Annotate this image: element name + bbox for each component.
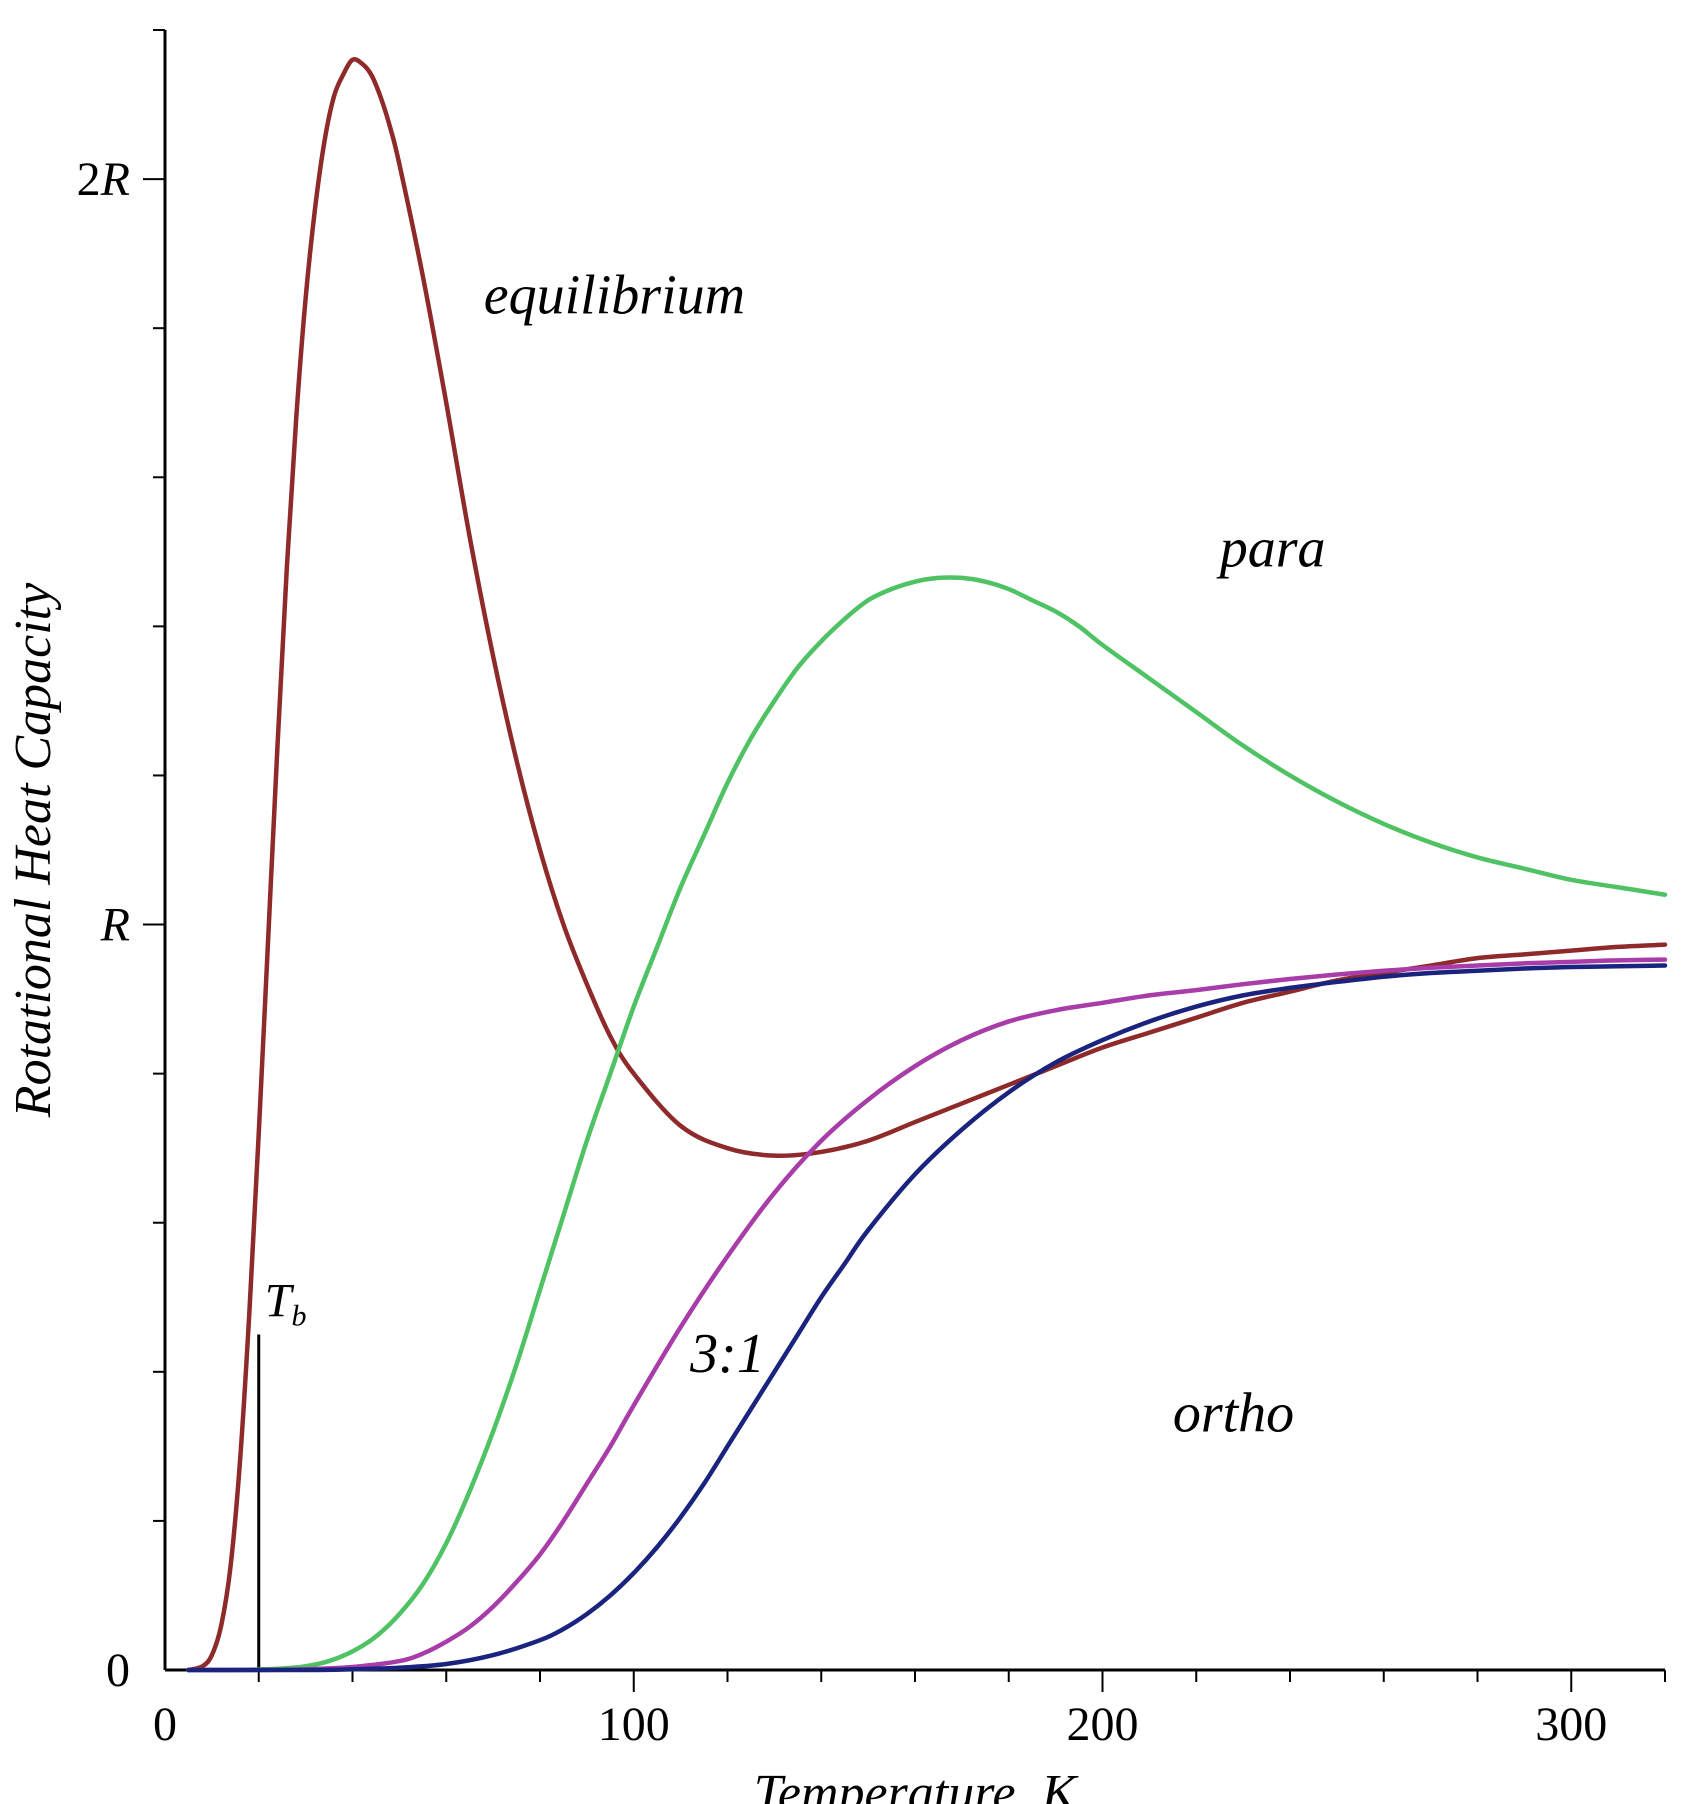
x-tick-label: 200 (1067, 1698, 1139, 1751)
chart-container: 0 100 200 300 0 R 2R Temperature, K Rotational H… (0, 0, 1681, 1804)
x-tick-label: 100 (598, 1698, 670, 1751)
plot-background (0, 0, 1681, 1804)
series-label-ortho: ortho (1173, 1382, 1294, 1444)
x-axis-label: Temperature, K (754, 1765, 1079, 1804)
y-axis-label: Rotational Heat Capacity (5, 582, 62, 1118)
series-label-three_to_one: 3:1 (689, 1323, 765, 1385)
chart-svg: 0 100 200 300 0 R 2R Temperature, K Rotational H… (0, 0, 1681, 1804)
series-label-equilibrium: equilibrium (484, 264, 745, 326)
x-tick-label: 300 (1535, 1698, 1607, 1751)
series-label-para: para (1216, 518, 1326, 580)
y-tick-label: 0 (106, 1644, 130, 1697)
x-tick-label: 0 (153, 1698, 177, 1751)
y-tick-label: 2R (77, 153, 130, 206)
y-tick-label: R (100, 899, 130, 952)
